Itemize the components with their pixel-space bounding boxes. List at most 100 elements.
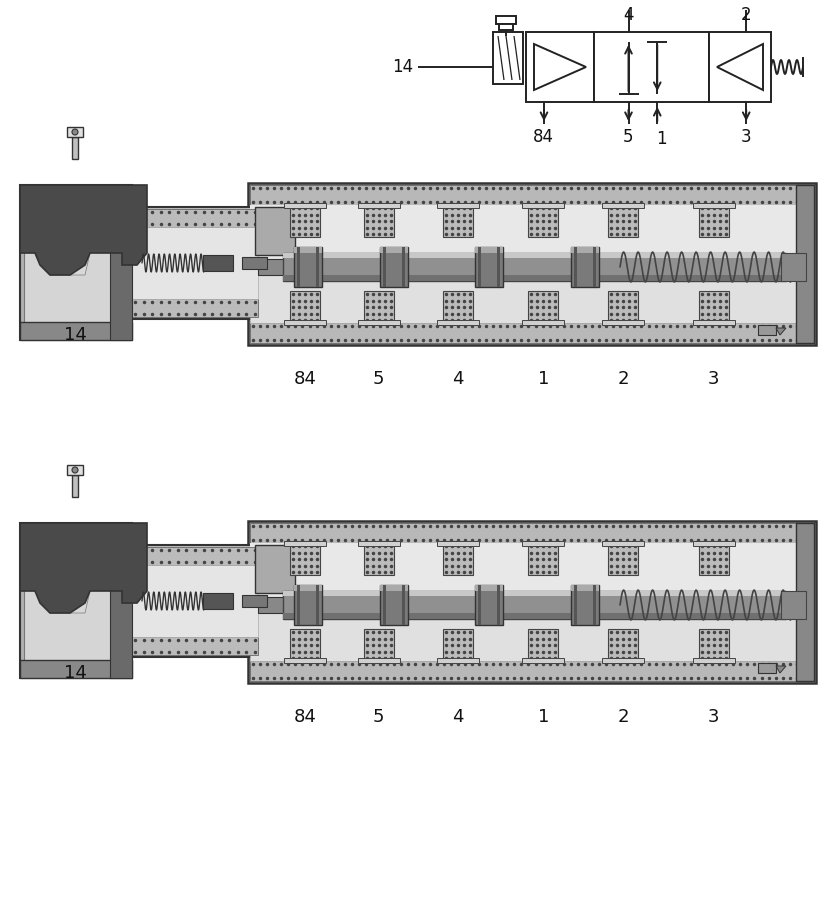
Bar xyxy=(382,247,386,287)
Bar xyxy=(250,543,814,661)
Bar xyxy=(602,658,644,663)
Text: 1: 1 xyxy=(656,130,666,148)
Bar xyxy=(363,291,393,323)
Bar xyxy=(438,658,479,663)
Bar xyxy=(132,209,258,227)
Text: 5: 5 xyxy=(373,708,384,726)
Bar xyxy=(283,275,786,281)
Bar xyxy=(758,325,776,335)
Text: 4: 4 xyxy=(453,708,464,726)
Bar xyxy=(796,185,814,343)
Bar xyxy=(110,185,132,340)
Bar xyxy=(72,137,78,159)
Bar xyxy=(529,205,559,237)
Bar xyxy=(290,205,320,237)
Text: 5: 5 xyxy=(373,370,384,388)
Bar xyxy=(357,320,400,325)
Polygon shape xyxy=(717,44,763,90)
Text: 84: 84 xyxy=(293,708,316,726)
Bar xyxy=(478,247,481,287)
Bar xyxy=(529,543,559,575)
Text: 2: 2 xyxy=(617,708,629,726)
Text: 2: 2 xyxy=(741,6,752,24)
Bar xyxy=(523,320,564,325)
Text: 84: 84 xyxy=(533,128,554,146)
Bar xyxy=(382,585,386,625)
Bar xyxy=(283,253,786,281)
Polygon shape xyxy=(776,666,786,673)
Bar xyxy=(438,541,479,546)
Bar xyxy=(248,521,816,683)
Text: 1: 1 xyxy=(538,708,549,726)
Bar xyxy=(475,247,504,253)
Bar xyxy=(132,565,258,637)
Bar xyxy=(438,203,479,208)
Bar xyxy=(110,523,132,678)
Text: 3: 3 xyxy=(741,128,752,146)
Bar xyxy=(699,291,729,323)
Bar xyxy=(72,475,78,497)
Bar xyxy=(443,543,473,575)
Bar xyxy=(24,189,128,249)
Bar xyxy=(258,259,293,275)
Bar xyxy=(363,205,393,237)
Bar xyxy=(255,545,295,593)
Text: 14: 14 xyxy=(63,664,87,682)
Bar xyxy=(250,323,814,343)
Bar xyxy=(284,320,326,325)
Bar xyxy=(796,523,814,681)
Bar xyxy=(294,585,322,591)
Bar xyxy=(593,585,596,625)
Bar xyxy=(602,541,644,546)
Bar xyxy=(499,24,513,30)
Text: 3: 3 xyxy=(708,708,720,726)
Bar xyxy=(242,595,267,607)
Bar xyxy=(248,183,816,345)
Bar xyxy=(357,541,400,546)
Text: 1: 1 xyxy=(538,370,549,388)
Bar xyxy=(290,629,320,661)
Bar xyxy=(594,32,709,102)
Bar xyxy=(475,585,504,591)
Bar xyxy=(571,585,599,625)
Bar xyxy=(438,320,479,325)
Bar xyxy=(781,253,806,281)
Text: 14: 14 xyxy=(392,58,413,76)
Bar xyxy=(203,255,233,271)
Bar xyxy=(250,205,814,323)
Bar xyxy=(571,247,599,253)
Bar xyxy=(130,545,260,657)
Bar xyxy=(497,247,500,287)
Bar xyxy=(523,203,564,208)
Bar xyxy=(130,207,260,319)
Bar xyxy=(608,543,638,575)
Bar xyxy=(294,247,322,287)
Bar xyxy=(380,585,407,625)
Bar xyxy=(593,247,596,287)
Bar xyxy=(493,32,523,84)
Bar xyxy=(693,541,735,546)
Bar xyxy=(363,543,393,575)
Bar xyxy=(250,661,814,681)
Polygon shape xyxy=(20,523,147,613)
Text: 14: 14 xyxy=(63,326,87,344)
Bar xyxy=(380,247,407,287)
Bar xyxy=(402,585,405,625)
Bar xyxy=(497,585,500,625)
Bar xyxy=(357,658,400,663)
Text: 4: 4 xyxy=(623,6,634,24)
Bar xyxy=(283,591,786,596)
Bar xyxy=(28,531,124,581)
Bar xyxy=(699,629,729,661)
Bar xyxy=(608,291,638,323)
Bar xyxy=(478,585,481,625)
Bar xyxy=(242,257,267,269)
Bar xyxy=(283,253,786,258)
Bar xyxy=(67,127,83,137)
Bar xyxy=(699,543,729,575)
Bar xyxy=(132,227,258,299)
Bar xyxy=(294,585,322,625)
Bar xyxy=(443,291,473,323)
Bar xyxy=(284,203,326,208)
Bar xyxy=(294,247,322,253)
